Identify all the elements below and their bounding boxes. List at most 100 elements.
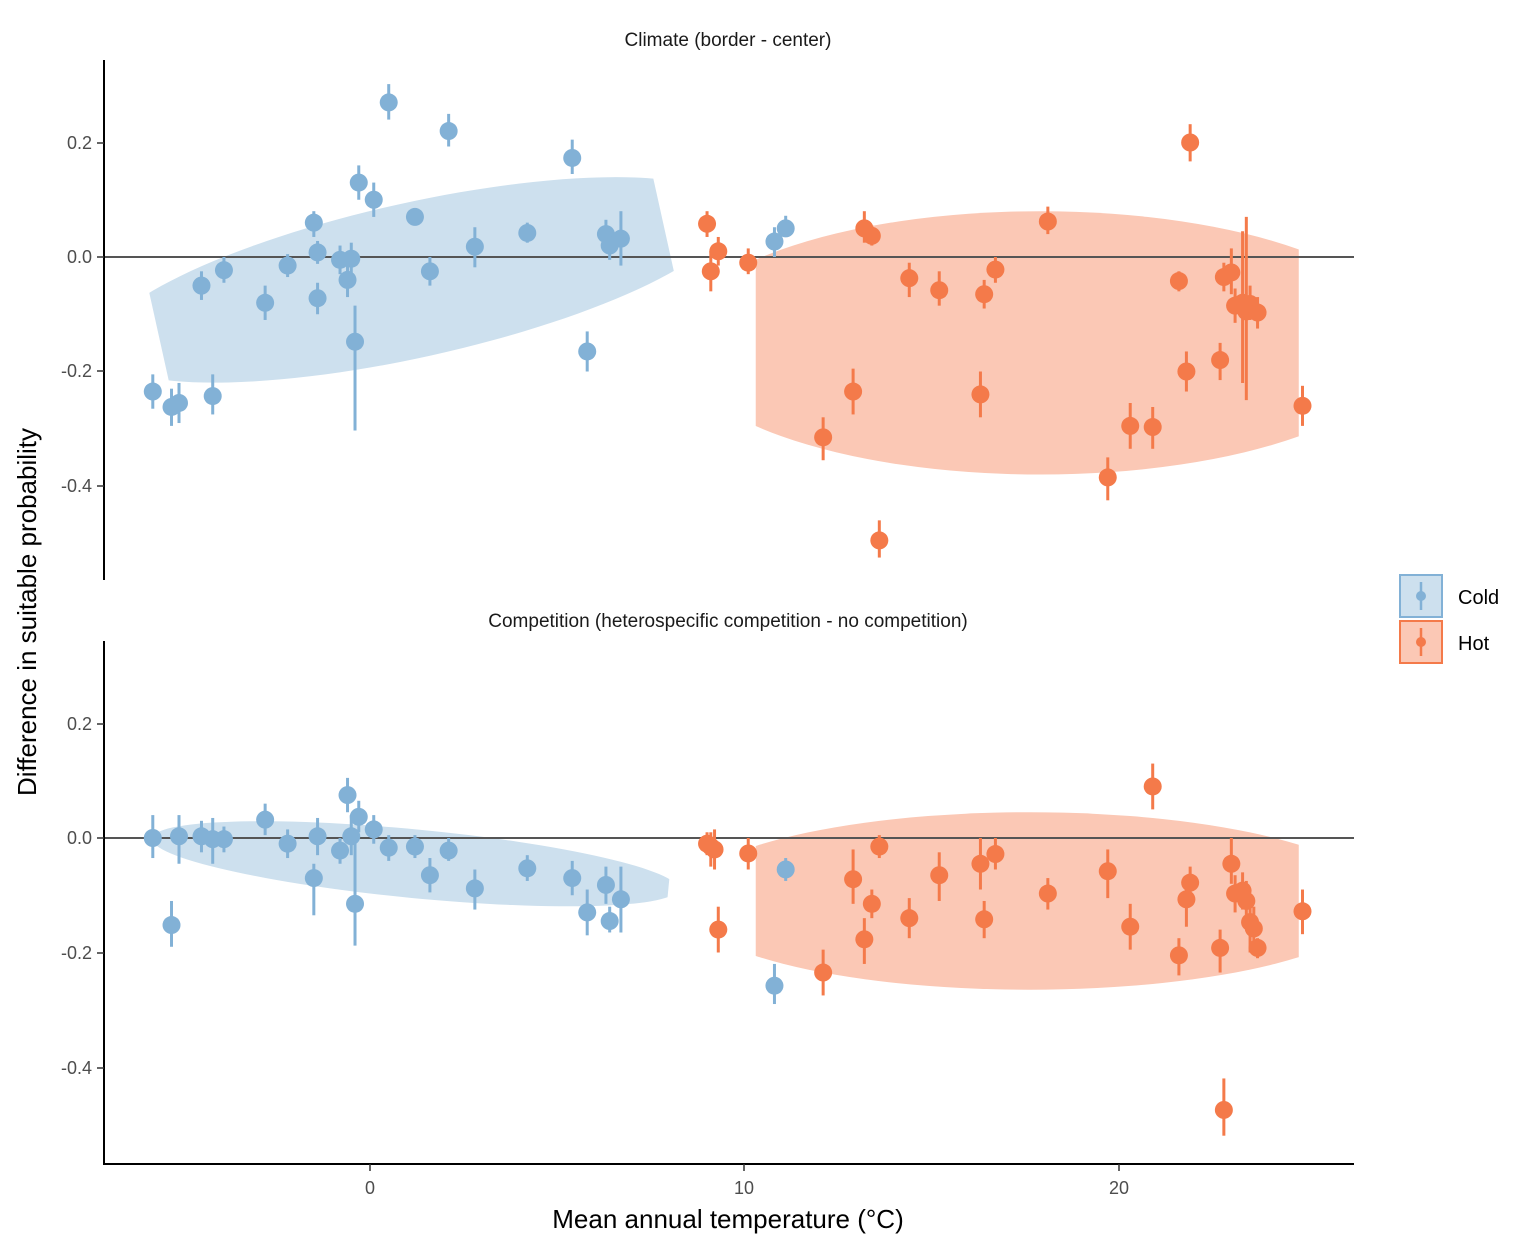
point-marker — [346, 332, 365, 351]
point-marker — [578, 342, 597, 361]
data-point-cold — [203, 374, 222, 415]
point-marker — [308, 289, 327, 308]
point-marker — [364, 820, 383, 839]
point-marker — [465, 879, 484, 898]
data-point-hot — [1143, 763, 1162, 810]
point-marker — [870, 837, 889, 856]
point-marker — [331, 841, 350, 860]
data-point-cold — [192, 271, 211, 300]
legend-key-cold-point — [1416, 591, 1426, 601]
point-marker — [578, 903, 597, 922]
data-point-hot — [705, 829, 724, 870]
point-marker — [192, 276, 211, 295]
point-marker — [1181, 873, 1200, 892]
data-point-hot — [975, 279, 994, 309]
point-marker — [1248, 938, 1267, 957]
point-marker — [162, 916, 181, 935]
point-marker — [518, 859, 537, 878]
point-marker — [338, 270, 357, 289]
y-tick-label: -0.2 — [61, 943, 92, 963]
point-marker — [308, 827, 327, 846]
data-point-cold — [611, 211, 630, 266]
data-point-hot — [862, 889, 881, 919]
data-point-hot — [1121, 402, 1140, 449]
data-point-hot — [1181, 866, 1200, 899]
data-point-cold — [162, 900, 181, 947]
point-marker — [439, 122, 458, 141]
data-point-cold — [578, 331, 597, 372]
point-marker — [739, 844, 758, 863]
y-axis-title: Difference in suitable probability — [12, 428, 42, 796]
point-marker — [986, 845, 1005, 864]
x-axis-title: Mean annual temperature (°C) — [552, 1204, 903, 1234]
point-marker — [600, 912, 619, 931]
point-marker — [1222, 854, 1241, 873]
point-marker — [862, 894, 881, 913]
ellipse-layer-climate — [100, 177, 1299, 475]
point-marker — [338, 786, 357, 805]
data-point-hot — [1222, 248, 1241, 295]
point-marker — [698, 214, 717, 233]
point-marker — [814, 963, 833, 982]
point-marker — [1121, 416, 1140, 435]
point-marker — [975, 285, 994, 304]
data-point-hot — [930, 852, 949, 901]
point-marker — [364, 190, 383, 209]
point-marker — [986, 260, 1005, 279]
point-marker — [170, 393, 189, 412]
legend-label-hot: Hot — [1458, 633, 1490, 655]
data-point-hot — [698, 211, 717, 237]
y-tick-label: 0.2 — [67, 714, 92, 734]
y-ticks-climate: 0.2 0.0 -0.2 -0.4 — [61, 133, 104, 496]
data-point-hot — [1181, 124, 1200, 162]
x-tick-label: 10 — [734, 1178, 754, 1198]
data-point-cold — [405, 835, 424, 859]
point-marker — [1098, 468, 1117, 487]
legend-item-hot: Hot — [1399, 620, 1490, 664]
data-point-hot — [900, 898, 919, 939]
point-marker — [776, 219, 795, 238]
point-marker — [405, 207, 424, 226]
data-point-hot — [971, 371, 990, 418]
point-marker — [1222, 263, 1241, 282]
data-point-hot — [814, 417, 833, 461]
point-marker — [563, 148, 582, 167]
data-point-hot — [971, 838, 990, 890]
point-marker — [1121, 917, 1140, 936]
point-marker — [1038, 884, 1057, 903]
data-point-hot — [1214, 1078, 1233, 1136]
point-marker — [1169, 272, 1188, 291]
data-point-hot — [701, 251, 720, 292]
point-marker — [203, 387, 222, 406]
point-marker — [308, 243, 327, 262]
point-marker — [596, 875, 615, 894]
data-point-cold — [578, 889, 597, 936]
point-marker — [855, 930, 874, 949]
points-layer-climate — [143, 84, 1312, 558]
point-marker — [349, 807, 368, 826]
point-marker — [379, 838, 398, 857]
data-point-hot — [855, 918, 874, 964]
data-point-hot — [1248, 938, 1267, 959]
data-point-cold — [346, 305, 365, 431]
data-point-cold — [465, 869, 484, 910]
data-point-cold — [439, 838, 458, 861]
point-marker — [349, 173, 368, 192]
data-point-cold — [518, 222, 537, 243]
point-marker — [900, 269, 919, 288]
point-marker — [862, 226, 881, 245]
data-point-hot — [930, 271, 949, 306]
point-marker — [143, 382, 162, 401]
data-point-cold — [342, 242, 361, 275]
y-tick-label: 0.0 — [67, 247, 92, 267]
point-marker — [971, 854, 990, 873]
data-point-hot — [1038, 206, 1057, 235]
data-point-cold — [776, 215, 795, 238]
data-point-cold — [256, 285, 275, 320]
data-point-hot — [844, 368, 863, 415]
legend-label-cold: Cold — [1458, 587, 1499, 609]
point-marker — [143, 829, 162, 847]
point-marker — [379, 93, 398, 112]
point-marker — [1098, 862, 1117, 881]
